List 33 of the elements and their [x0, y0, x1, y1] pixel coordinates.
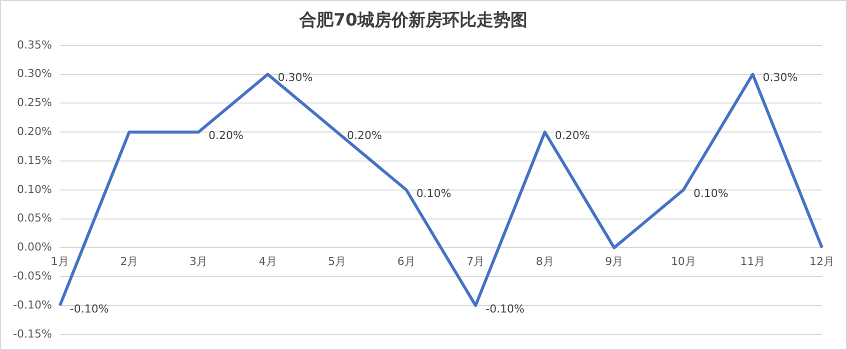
data-label: 0.10% [416, 186, 452, 200]
y-tick-label: 0.25% [16, 96, 52, 110]
x-tick-label: 1月 [50, 255, 69, 268]
data-label: -0.10% [70, 302, 109, 316]
x-tick-label: 10月 [670, 255, 696, 268]
data-label: 0.20% [554, 128, 590, 142]
x-tick-label: 5月 [328, 255, 346, 268]
y-tick-label: 0.05% [16, 212, 52, 225]
data-label: 0.30% [278, 71, 313, 84]
y-tick-label: 0.15% [16, 154, 52, 167]
y-tick-label: 0.00% [16, 240, 52, 254]
x-tick-label: 2月 [120, 255, 138, 268]
x-tick-label: 7月 [466, 255, 485, 268]
x-tick-label: 9月 [605, 255, 624, 268]
data-label: 0.10% [693, 186, 728, 200]
x-tick-label: 11月 [740, 255, 766, 268]
data-label: 0.20% [347, 128, 382, 142]
y-tick-label: -0.10% [12, 298, 52, 312]
data-label: 0.30% [762, 71, 798, 84]
x-tick-label: 6月 [397, 255, 416, 268]
y-tick-label: -0.05% [12, 269, 52, 282]
data-label: 0.20% [208, 128, 244, 142]
chart-title: 合肥70城房价新房环比走势图 [298, 10, 528, 31]
x-tick-label: 8月 [536, 255, 554, 268]
y-tick-label: 0.30% [16, 67, 52, 80]
x-tick-label: 3月 [189, 255, 208, 268]
x-tick-label: 4月 [258, 255, 277, 268]
x-tick-label: 12月 [810, 255, 834, 268]
data-label: -0.10% [486, 302, 525, 316]
y-tick-label: -0.15% [12, 327, 52, 340]
y-tick-label: 0.20% [16, 124, 52, 138]
y-tick-label: 0.10% [16, 182, 52, 196]
y-tick-label: 0.35% [16, 38, 52, 52]
